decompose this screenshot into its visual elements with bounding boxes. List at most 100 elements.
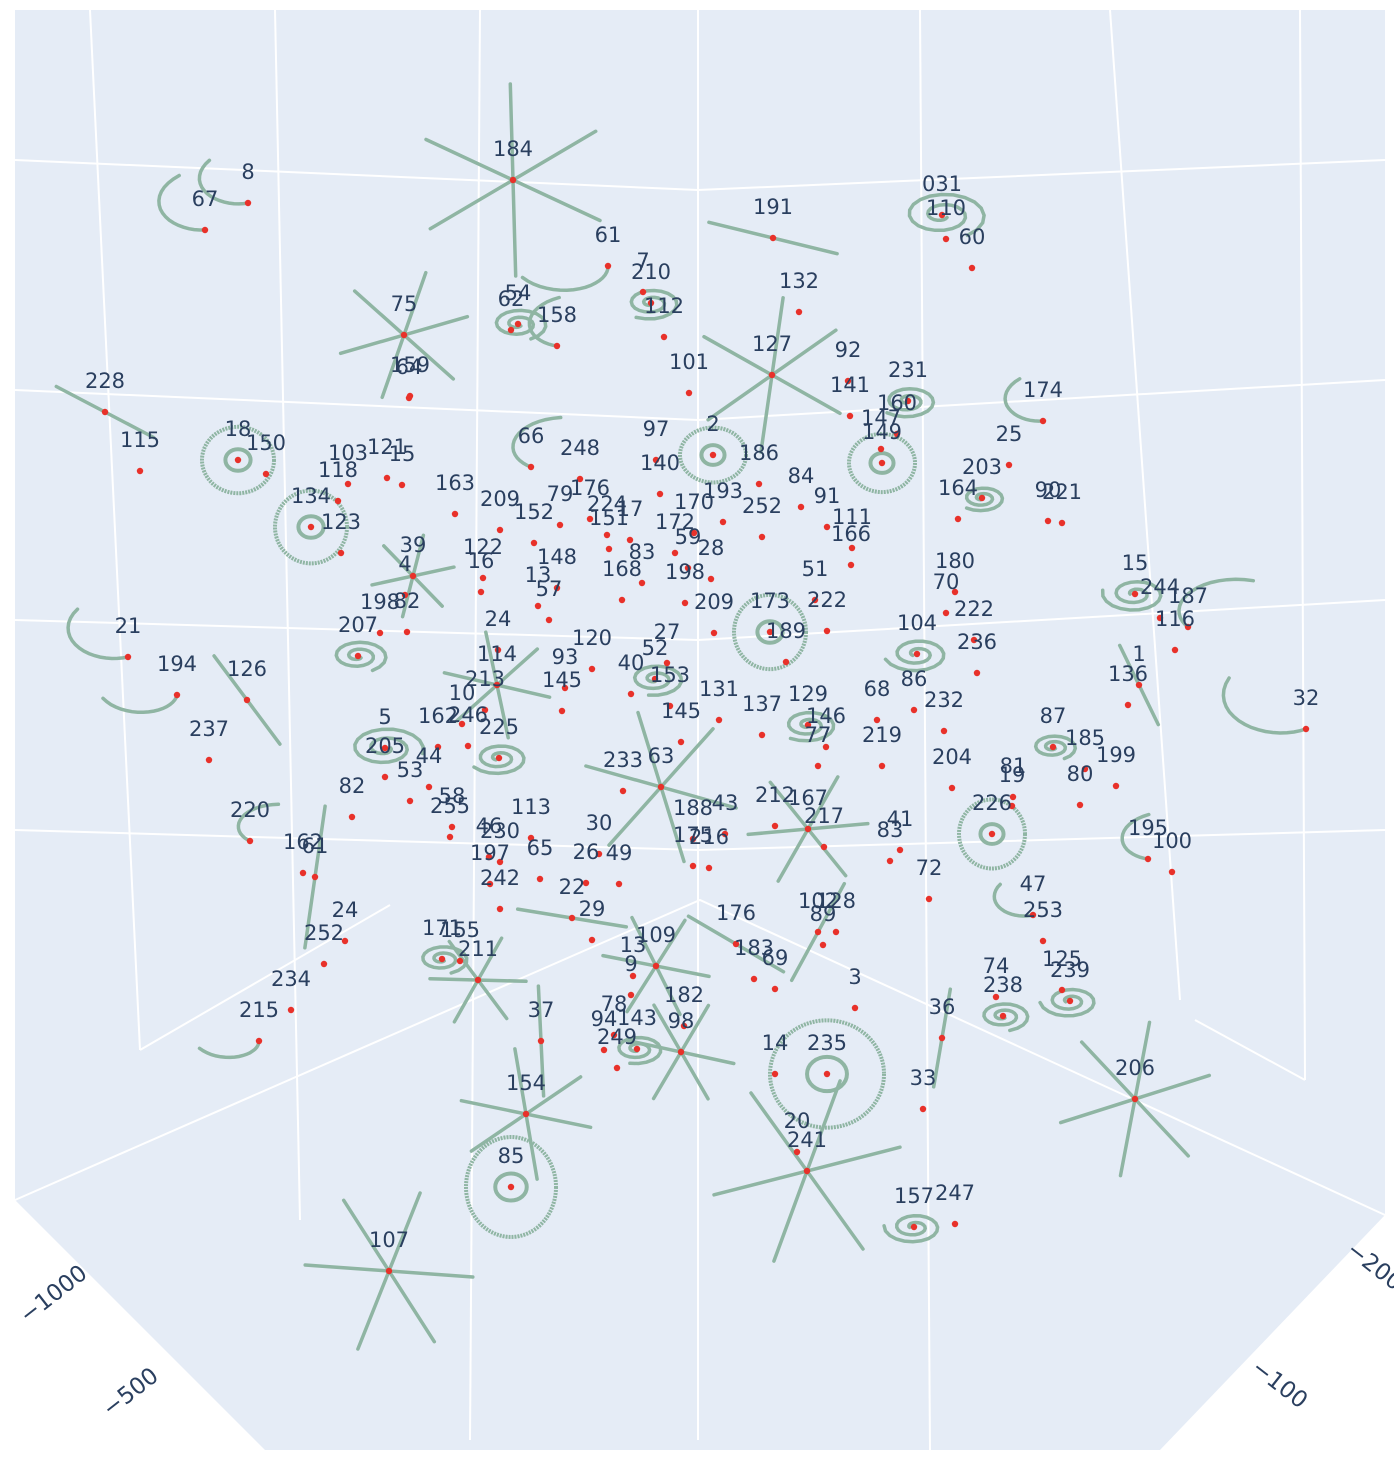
galaxy-center — [403, 628, 411, 636]
galaxy-center — [795, 308, 803, 316]
galaxy-label: 210 — [631, 260, 671, 284]
galaxy-center — [262, 470, 270, 478]
galaxy-center — [507, 326, 515, 334]
galaxy-center — [685, 389, 693, 397]
galaxy-center — [406, 797, 414, 805]
galaxy-ring — [273, 488, 349, 566]
galaxy-label: 149 — [862, 420, 902, 444]
galaxy-label: 143 — [617, 1006, 657, 1030]
galaxy-center — [495, 754, 503, 762]
galaxy-center — [615, 880, 623, 888]
galaxy-track — [334, 640, 388, 673]
galaxy-label: 43 — [712, 791, 739, 815]
galaxy-center — [651, 675, 659, 683]
galaxy-label: 44 — [416, 744, 443, 768]
galaxy-label: 233 — [603, 748, 643, 772]
galaxy-label: 28 — [698, 536, 725, 560]
galaxy-label: 215 — [239, 998, 279, 1022]
galaxy-label: 154 — [506, 1071, 546, 1095]
galaxy-center — [337, 549, 345, 557]
galaxy-label: 1 — [1132, 642, 1145, 666]
galaxy-center — [677, 738, 685, 746]
galaxy-track — [66, 607, 130, 661]
galaxy-center — [721, 830, 729, 838]
galaxy-label: 253 — [1023, 898, 1063, 922]
galaxy-track — [472, 744, 526, 776]
galaxy-center — [458, 720, 466, 728]
galaxy-label: 54 — [505, 281, 532, 305]
galaxy-center — [660, 333, 668, 341]
galaxy-center — [992, 993, 1000, 1001]
galaxy-center — [385, 1267, 393, 1275]
galaxy-label: 98 — [668, 1009, 695, 1033]
galaxy-label: 112 — [644, 294, 684, 318]
galaxy-center — [485, 853, 493, 861]
galaxy-track — [1120, 812, 1151, 861]
galaxy-ring — [732, 592, 808, 672]
galaxy-center — [561, 684, 569, 692]
galaxy-label: 36 — [929, 995, 956, 1019]
galaxy-center — [618, 596, 626, 604]
galaxy-center — [647, 299, 655, 307]
galaxy-label: 222 — [807, 588, 847, 612]
galaxy-center — [451, 510, 459, 518]
galaxy-center — [405, 394, 413, 402]
galaxy-track — [101, 693, 179, 715]
galaxy-label: 7 — [636, 249, 649, 273]
galaxy-center — [1029, 911, 1037, 919]
galaxy-center — [381, 744, 389, 752]
galaxy-label: 75 — [391, 292, 418, 316]
galaxy-center — [873, 716, 881, 724]
galaxy-label: 79 — [547, 482, 574, 506]
galaxy-label: 195 — [1128, 816, 1168, 840]
galaxy-center — [205, 756, 213, 764]
galaxy-label: 52 — [642, 636, 669, 660]
galaxy-center — [244, 199, 252, 207]
galaxy-center — [494, 646, 502, 654]
galaxy-label: 120 — [572, 626, 612, 650]
galaxy-label: 3 — [848, 965, 861, 989]
galaxy-center — [656, 490, 664, 498]
galaxy-center — [913, 650, 921, 658]
galaxy-center — [320, 960, 328, 968]
galaxy-center — [629, 972, 637, 980]
galaxy-label: 171 — [422, 916, 462, 940]
galaxy-label: 60 — [959, 225, 986, 249]
galaxy-label: 41 — [887, 807, 914, 831]
galaxy-center — [938, 1034, 946, 1042]
galaxy-label: 128 — [816, 889, 856, 913]
galaxy-center — [954, 515, 962, 523]
galaxy-center — [1008, 802, 1016, 810]
galaxy-center — [823, 523, 831, 531]
galaxy-center — [844, 377, 852, 385]
galaxy-center — [576, 475, 584, 483]
galaxy-label: 246 — [448, 703, 488, 727]
galaxy-center — [652, 456, 660, 464]
galaxy-center — [755, 480, 763, 488]
galaxy-label: 58 — [439, 784, 466, 808]
galaxy-label: 228 — [85, 369, 125, 393]
galaxy-center — [496, 905, 504, 913]
galaxy-label: 64 — [396, 355, 423, 379]
galaxy-label: 10 — [449, 681, 476, 705]
galaxy-center — [1058, 519, 1066, 527]
galaxy-center — [811, 596, 819, 604]
galaxy-track — [885, 386, 936, 419]
galaxy-label: 16 — [468, 549, 495, 573]
galaxy-label: 122 — [463, 535, 503, 559]
galaxy-center — [537, 1037, 545, 1045]
galaxy-label: 232 — [924, 688, 964, 712]
galaxy-label: 159 — [390, 353, 430, 377]
galaxy-label: 216 — [689, 825, 729, 849]
galaxy-label: 184 — [493, 137, 533, 161]
galaxy-label: 82 — [394, 589, 421, 613]
galaxy-center — [477, 588, 485, 596]
galaxy-label: 236 — [957, 630, 997, 654]
galaxy-label: 40 — [618, 651, 645, 675]
galaxy-center — [1039, 417, 1047, 425]
galaxy-label: 191 — [753, 195, 793, 219]
galaxy-label: 5 — [378, 705, 391, 729]
galaxy-center — [307, 523, 315, 531]
galaxy-label: 134 — [291, 484, 331, 508]
